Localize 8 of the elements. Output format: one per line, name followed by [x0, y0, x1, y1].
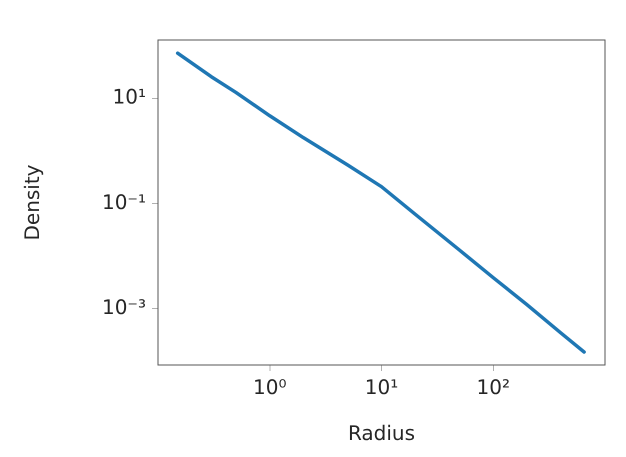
x-tick-label: 10¹	[364, 375, 398, 400]
x-tick-label: 10²	[476, 375, 510, 400]
y-axis-title: Density	[20, 164, 44, 241]
y-tick-label: 10¹	[112, 84, 146, 109]
x-axis-title: Radius	[348, 421, 416, 446]
y-tick-label: 10⁻¹	[102, 190, 146, 214]
x-tick-label: 10⁰	[253, 375, 286, 400]
y-tick-label: 10⁻³	[102, 294, 146, 319]
